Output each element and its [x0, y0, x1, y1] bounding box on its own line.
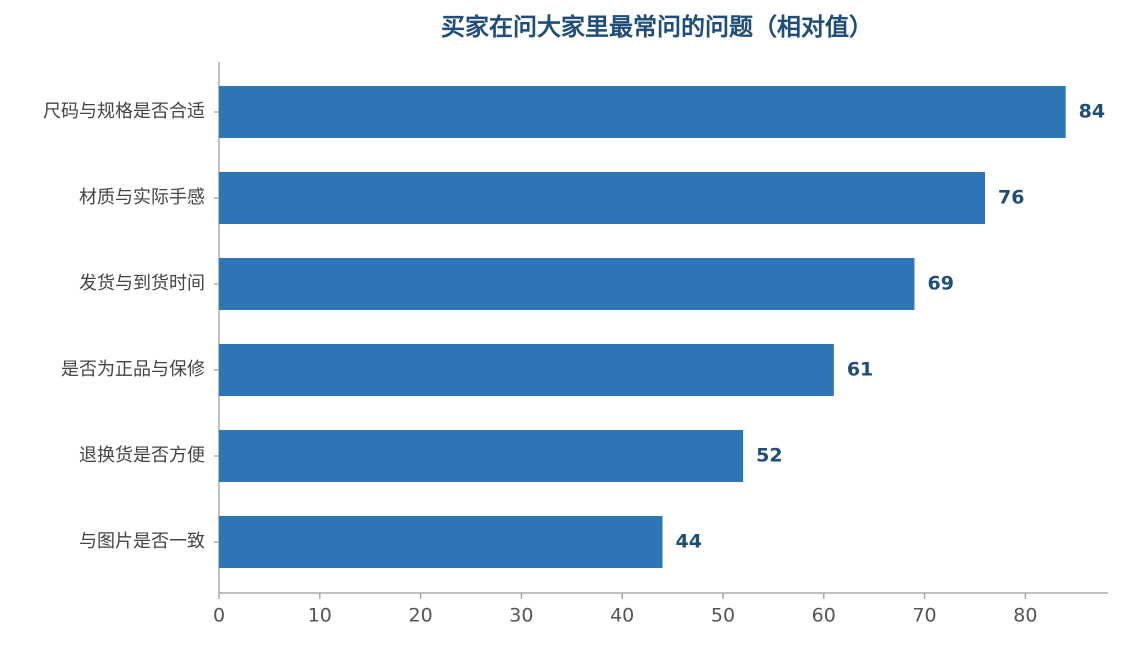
bar [219, 172, 986, 224]
y-tick-label: 退换货是否方便 [79, 445, 205, 466]
bar [219, 344, 834, 396]
x-tick-label: 20 [408, 605, 432, 627]
value-label: 84 [1079, 101, 1105, 123]
chart-title: 买家在问大家里最常问的问题（相对值） [441, 13, 873, 41]
y-tick-label: 是否为正品与保修 [61, 359, 205, 380]
value-label: 76 [998, 187, 1024, 209]
x-tick-label: 70 [912, 605, 936, 627]
bar [219, 86, 1066, 138]
value-label: 44 [675, 531, 701, 553]
y-tick-label: 与图片是否一致 [79, 531, 205, 552]
value-label: 61 [847, 359, 873, 381]
x-tick-label: 0 [213, 605, 225, 627]
x-tick-label: 10 [308, 605, 332, 627]
x-tick-label: 30 [509, 605, 533, 627]
y-tick-label: 发货与到货时间 [79, 273, 205, 294]
y-tick-label: 尺码与规格是否合适 [43, 101, 205, 122]
x-tick-label: 80 [1013, 605, 1037, 627]
bar [219, 258, 915, 310]
x-tick-label: 60 [812, 605, 836, 627]
x-tick-label: 50 [711, 605, 735, 627]
bar [219, 516, 663, 568]
y-tick-label: 材质与实际手感 [79, 187, 205, 208]
value-label: 52 [756, 445, 782, 467]
bar [219, 430, 744, 482]
x-tick-label: 40 [610, 605, 634, 627]
value-label: 69 [927, 273, 953, 295]
